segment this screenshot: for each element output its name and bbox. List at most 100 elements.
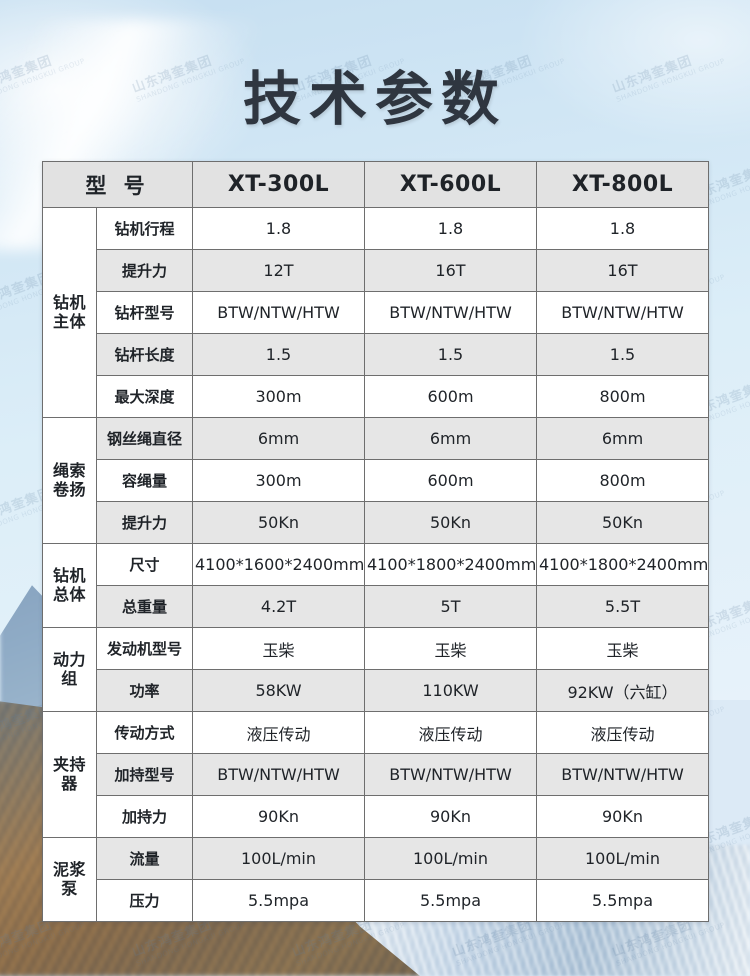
value-cell-model2: 110KW [364, 669, 537, 712]
value-cell-model3: 1.8 [536, 207, 709, 250]
table-row: 动力组发动机型号 玉柴 玉柴 玉柴 [42, 627, 709, 712]
table-row: 加持力 90Kn 90Kn 90Kn [43, 795, 709, 838]
value-cell-model2: 液压传动 [364, 711, 537, 754]
table-row: 钻杆型号 BTW/NTW/HTW BTW/NTW/HTW BTW/NTW/HTW [43, 291, 709, 334]
group-label-line: 钻机 [52, 566, 86, 586]
group-label-4: 动力组 [42, 627, 97, 712]
table-row: 钻杆长度 1.5 1.5 1.5 [43, 333, 709, 376]
value-cell-model2: BTW/NTW/HTW [364, 291, 537, 334]
value-cell-model3: 100L/min [536, 837, 709, 880]
group-label-6: 泥浆泵 [42, 837, 97, 922]
value-cell-model2: 600m [364, 375, 537, 418]
table-header-row: 型 号 XT-300L XT-600L XT-800L [42, 161, 709, 208]
header-model-label-text: 型 号 [85, 173, 150, 198]
value-cell-model3: 4100*1800*2400mm [536, 543, 709, 586]
table-row: 泥浆泵流量 100L/min 100L/min 100L/min [42, 837, 709, 922]
param-label: 流量 [96, 837, 193, 880]
header-model-xt600l: XT-600L [364, 161, 537, 208]
value-cell-model1: 6mm [192, 417, 365, 460]
value-cell-model3: 16T [536, 249, 709, 292]
group-label-line: 主体 [52, 311, 86, 331]
table-row: 绳索 卷扬 钢丝绳直径 6mm 6mm 6mm [42, 417, 709, 544]
value-cell-model2: 4100*1800*2400mm [364, 543, 537, 586]
value-cell-model2: 6mm [364, 417, 537, 460]
value-cell-model1: 58KW [192, 669, 365, 712]
value-cell-model1: 1.5 [192, 333, 365, 376]
group-label-line: 泥浆 [52, 860, 86, 880]
group-label-line: 夹持 [52, 755, 86, 775]
table-row: 压力 5.5mpa 5.5mpa 5.5mpa [43, 879, 709, 922]
param-label: 尺寸 [96, 543, 193, 586]
value-cell-model2: BTW/NTW/HTW [364, 753, 537, 796]
value-cell-model1: 100L/min [192, 837, 365, 880]
value-cell-model2: 1.5 [364, 333, 537, 376]
header-model-xt800l: XT-800L [536, 161, 709, 208]
value-cell-model1: 300m [192, 375, 365, 418]
value-cell-model3: 50Kn [536, 501, 709, 544]
table-head: 型 号 XT-300L XT-600L XT-800L [42, 161, 709, 208]
group-label-line: 钻机 [52, 293, 86, 313]
param-label: 钻杆型号 [96, 291, 193, 334]
table-row: 钻机 总体 尺寸 4100*1600*2400mm 4100*1800*2400mm 41… [42, 543, 709, 628]
table-row: 提升力 50Kn 50Kn 50Kn [43, 501, 709, 544]
table-row: 功率 58KW 110KW 92KW（六缸） [43, 669, 709, 712]
param-label: 提升力 [96, 501, 193, 544]
value-cell-model3: 5.5T [536, 585, 709, 628]
page-title: 技术参数 [242, 65, 507, 133]
group-label-line: 卷扬 [52, 479, 86, 499]
table-row: 夹持器传动方式 液压传动 液压传动 液压传动 [42, 711, 709, 838]
param-label: 压力 [96, 879, 193, 922]
value-cell-model1: 4.2T [192, 585, 365, 628]
value-cell-model1: BTW/NTW/HTW [192, 753, 365, 796]
spec-table-container: 型 号 XT-300L XT-600L XT-800L 钻机 主体 钻机行程 1.8 1… [42, 161, 709, 922]
value-cell-model3: BTW/NTW/HTW [536, 753, 709, 796]
value-cell-model3: 90Kn [536, 795, 709, 838]
value-cell-model1: 1.8 [192, 207, 365, 250]
table-row: 加持型号 BTW/NTW/HTW BTW/NTW/HTW BTW/NTW/HTW [43, 753, 709, 796]
value-cell-model1: 300m [192, 459, 365, 502]
group-label-line: 器 [61, 773, 78, 793]
header-model-xt300l: XT-300L [192, 161, 365, 208]
value-cell-model1: 玉柴 [192, 627, 365, 670]
value-cell-model1: 12T [192, 249, 365, 292]
value-cell-model2: 90Kn [364, 795, 537, 838]
param-label: 传动方式 [96, 711, 193, 754]
value-cell-model2: 5.5mpa [364, 879, 537, 922]
value-cell-model3: 1.5 [536, 333, 709, 376]
param-label: 提升力 [96, 249, 193, 292]
param-label: 总重量 [96, 585, 193, 628]
group-label-line: 总体 [52, 584, 86, 604]
param-label: 加持力 [96, 795, 193, 838]
value-cell-model3: 800m [536, 375, 709, 418]
value-cell-model1: 液压传动 [192, 711, 365, 754]
group-label-line: 组 [61, 668, 78, 688]
header-model-label: 型 号 [42, 161, 193, 208]
value-cell-model3: 玉柴 [536, 627, 709, 670]
param-label: 钢丝绳直径 [96, 417, 193, 460]
group-label-5: 夹持器 [42, 711, 97, 838]
group-label-line: 泵 [61, 878, 78, 898]
param-label: 发动机型号 [96, 627, 193, 670]
value-cell-model1: 90Kn [192, 795, 365, 838]
param-label: 加持型号 [96, 753, 193, 796]
value-cell-model1: BTW/NTW/HTW [192, 291, 365, 334]
table-row: 容绳量 300m 600m 800m [43, 459, 709, 502]
param-label: 功率 [96, 669, 193, 712]
technical-spec-table: 型 号 XT-300L XT-600L XT-800L 钻机 主体 钻机行程 1.8 1… [42, 161, 709, 922]
group-label-1: 钻机 主体 [42, 207, 97, 418]
value-cell-model2: 16T [364, 249, 537, 292]
value-cell-model3: 6mm [536, 417, 709, 460]
param-label: 最大深度 [96, 375, 193, 418]
value-cell-model2: 100L/min [364, 837, 537, 880]
table-row: 最大深度 300m 600m 800m [43, 375, 709, 418]
table-row: 总重量 4.2T 5T 5.5T [43, 585, 709, 628]
group-label-line: 绳索 [52, 461, 86, 481]
value-cell-model2: 600m [364, 459, 537, 502]
value-cell-model3: 800m [536, 459, 709, 502]
table-body: 钻机 主体 钻机行程 1.8 1.8 1.8 提升力 12T 16T 16T 钻杆型号 BTW/NTW… [42, 207, 709, 922]
value-cell-model3: BTW/NTW/HTW [536, 291, 709, 334]
table-row: 钻机 主体 钻机行程 1.8 1.8 1.8 [42, 207, 709, 418]
value-cell-model2: 5T [364, 585, 537, 628]
value-cell-model3: 92KW（六缸） [536, 669, 709, 712]
param-label: 钻杆长度 [96, 333, 193, 376]
